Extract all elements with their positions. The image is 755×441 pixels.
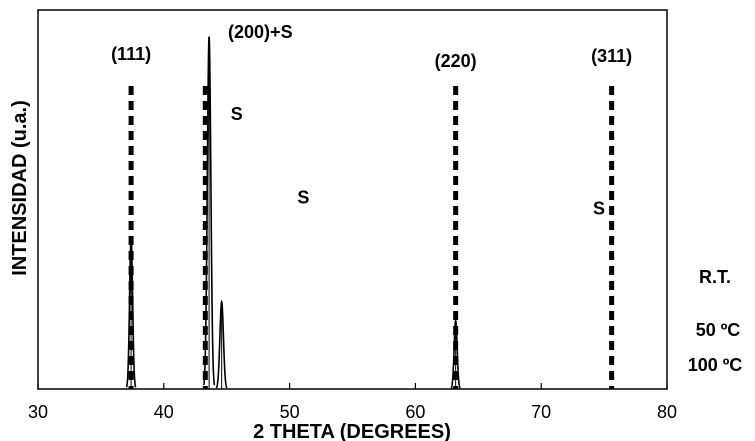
x-tick-label: 80 [657, 402, 677, 422]
trace-labels: R.T. 50 ºC 100 ºC [688, 267, 743, 375]
reference-line-label: (311) [591, 46, 632, 66]
x-tick-label: 40 [154, 402, 174, 422]
trace-label: 100 ºC [688, 355, 743, 375]
trace-label: R.T. [699, 267, 731, 287]
reference-line-label: (200)+S [228, 22, 293, 42]
reference-line-label: (111) [111, 44, 151, 64]
reference-lines [128, 86, 615, 389]
diffraction-peak [450, 318, 461, 389]
y-axis-title: INTENSIDAD (u.a.) [9, 100, 31, 276]
x-axis-ticks: 30 40 50 60 70 80 [28, 383, 677, 422]
substrate-mark: S [231, 104, 243, 124]
plot-frame [37, 9, 668, 390]
reference-line-labels: (111) (200)+S (220) (311) [111, 22, 632, 71]
x-tick-label: 30 [28, 402, 48, 422]
diffraction-peak [203, 36, 216, 386]
diffraction-peak [125, 237, 137, 388]
substrate-marks: S S S [231, 104, 605, 219]
x-tick-label: 70 [531, 402, 551, 422]
substrate-mark: S [297, 187, 309, 207]
x-axis-title: 2 THETA (DEGREES) [253, 421, 451, 441]
diffraction-trace [125, 36, 461, 389]
diffraction-peak [215, 299, 228, 389]
trace-label: 50 ºC [696, 320, 741, 340]
x-tick-label: 50 [280, 402, 300, 422]
x-tick-label: 60 [405, 402, 425, 422]
substrate-mark: S [593, 199, 605, 219]
reference-line-label: (220) [435, 51, 477, 71]
